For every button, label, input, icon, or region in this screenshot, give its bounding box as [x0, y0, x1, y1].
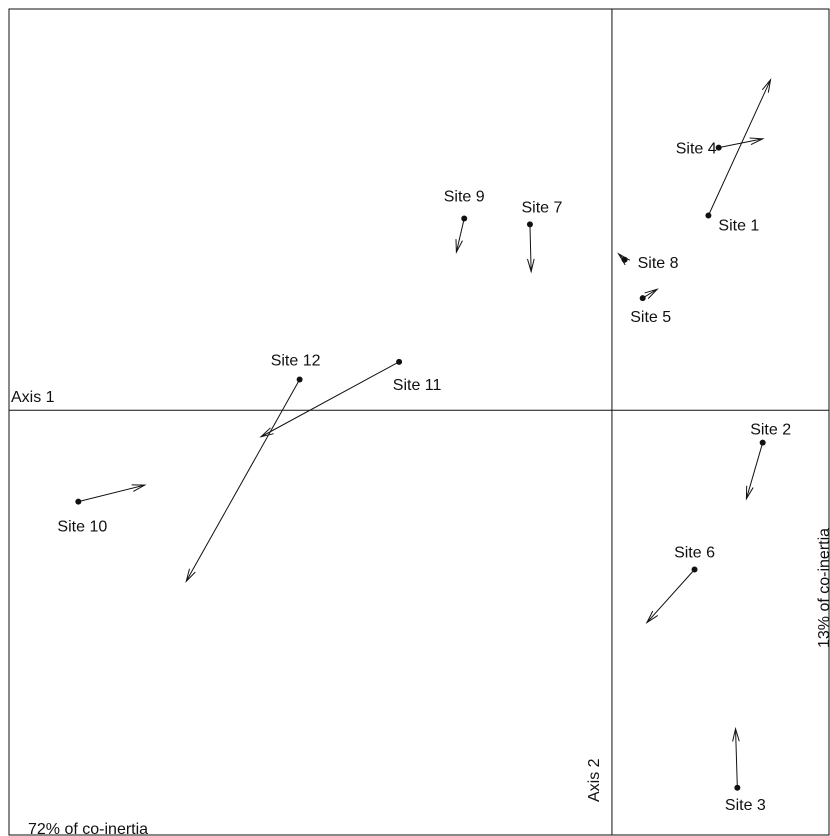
site-3-point	[734, 784, 741, 791]
axis-1-inertia-label: 72% of co-inertia	[28, 821, 148, 836]
site-11-arrow-line	[260, 361, 400, 438]
site-12-arrow-line	[185, 379, 301, 582]
site-11-mark: Site 11	[259, 358, 442, 438]
site-7-mark: Site 7	[521, 199, 562, 274]
site-3-label: Site 3	[725, 797, 766, 814]
axis-2-label: Axis 2	[586, 758, 603, 802]
site-10-arrow-line	[78, 484, 145, 503]
site-1-label: Site 1	[718, 218, 759, 235]
site-2-point	[759, 439, 766, 446]
site-7-arrowhead	[527, 258, 535, 274]
site-2-arrow-line	[745, 442, 764, 499]
site-11-point	[396, 358, 403, 365]
axis-2-inertia-label: 13% of co-inertia	[816, 528, 830, 648]
site-2-arrowhead	[745, 485, 754, 501]
site-9-arrowhead	[455, 239, 463, 254]
site-10-point	[75, 498, 82, 505]
site-6-arrow-line	[646, 569, 695, 623]
site-7-point	[526, 221, 533, 228]
site-4-arrowhead	[749, 137, 765, 146]
axes-layer	[9, 9, 829, 835]
site-8-mark: Site 8	[617, 252, 679, 272]
site-3-arrowhead	[732, 726, 740, 742]
site-12-point	[296, 376, 303, 383]
site-9-mark: Site 9	[444, 188, 485, 254]
site-2-label: Site 2	[750, 422, 791, 439]
plot-frame	[8, 8, 830, 836]
site-9-arrow-line	[455, 218, 465, 253]
axis-1-label: Axis 1	[11, 389, 55, 406]
site-11-label: Site 11	[393, 377, 442, 394]
site-4-mark: Site 4	[676, 137, 765, 158]
site-5-arrowhead	[644, 288, 659, 300]
site-4-arrow-line	[718, 138, 763, 149]
site-10-arrowhead	[131, 484, 147, 492]
site-1-arrowhead	[761, 78, 772, 93]
site-12-mark: Site 12	[185, 353, 321, 583]
site-5-label: Site 5	[630, 309, 671, 326]
site-4-label: Site 4	[676, 141, 717, 158]
site-9-point	[461, 215, 468, 222]
site-5-mark: Site 5	[630, 288, 671, 326]
site-8-point	[621, 256, 628, 263]
site-12-label: Site 12	[271, 353, 321, 370]
site-3-mark: Site 3	[725, 726, 766, 814]
site-11-arrowhead	[259, 427, 274, 438]
site-10-label: Site 10	[57, 519, 107, 536]
site-6-arrowhead	[645, 610, 659, 625]
site-9-label: Site 9	[444, 188, 485, 205]
site-6-label: Site 6	[674, 545, 715, 562]
site-2-mark: Site 2	[745, 422, 791, 501]
site-10-mark: Site 10	[57, 484, 147, 536]
site-6-mark: Site 6	[645, 545, 715, 625]
site-5-point	[639, 295, 646, 302]
site-4-point	[715, 144, 722, 151]
marks-layer: Site 1 Site 2 Site 3 Site 4 Site 5 Site 6 Site…	[57, 78, 791, 814]
site-1-arrow-line	[707, 79, 771, 216]
site-8-label: Site 8	[638, 255, 679, 272]
site-7-arrow-line	[529, 224, 532, 272]
site-1-point	[705, 212, 712, 219]
site-7-label: Site 7	[521, 199, 562, 216]
site-12-arrowhead	[185, 568, 196, 583]
site-1-mark: Site 1	[705, 78, 772, 235]
site-3-arrow-line	[735, 728, 738, 788]
site-6-point	[691, 566, 698, 573]
